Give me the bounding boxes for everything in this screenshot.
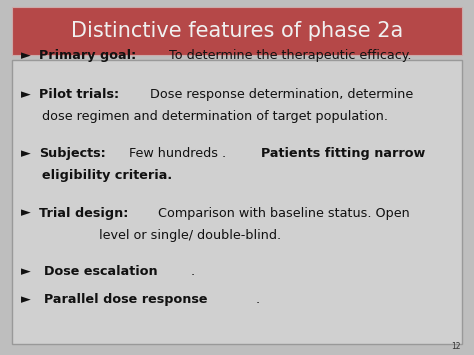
Text: Primary goal:: Primary goal: xyxy=(39,49,137,61)
Text: level or single/ double-blind.: level or single/ double-blind. xyxy=(99,229,281,242)
Text: Trial design:: Trial design: xyxy=(39,207,128,219)
Text: 12: 12 xyxy=(451,342,461,351)
Text: Pilot trials:: Pilot trials: xyxy=(39,88,119,100)
Text: .: . xyxy=(255,294,259,306)
Text: ►: ► xyxy=(21,207,35,219)
Text: dose regimen and determination of target population.: dose regimen and determination of target… xyxy=(42,110,388,123)
Text: Parallel dose response: Parallel dose response xyxy=(44,294,208,306)
Text: Distinctive features of phase 2a: Distinctive features of phase 2a xyxy=(71,21,403,41)
Text: .: . xyxy=(191,265,195,278)
Text: ►: ► xyxy=(21,294,39,306)
Text: Subjects:: Subjects: xyxy=(39,147,106,160)
Text: ►: ► xyxy=(21,265,39,278)
Text: To determine the therapeutic efficacy.: To determine the therapeutic efficacy. xyxy=(164,49,411,61)
Text: ►: ► xyxy=(21,88,35,100)
Text: ►: ► xyxy=(21,49,35,61)
FancyBboxPatch shape xyxy=(12,60,462,344)
Text: Dose escalation: Dose escalation xyxy=(44,265,158,278)
Text: ►: ► xyxy=(21,147,35,160)
Text: Patients fitting narrow: Patients fitting narrow xyxy=(261,147,425,160)
FancyBboxPatch shape xyxy=(12,7,462,55)
Text: Comparison with baseline status. Open: Comparison with baseline status. Open xyxy=(155,207,410,219)
Text: Dose response determination, determine: Dose response determination, determine xyxy=(143,88,414,100)
Text: Few hundreds .: Few hundreds . xyxy=(125,147,230,160)
Text: eligibility criteria.: eligibility criteria. xyxy=(42,169,172,182)
